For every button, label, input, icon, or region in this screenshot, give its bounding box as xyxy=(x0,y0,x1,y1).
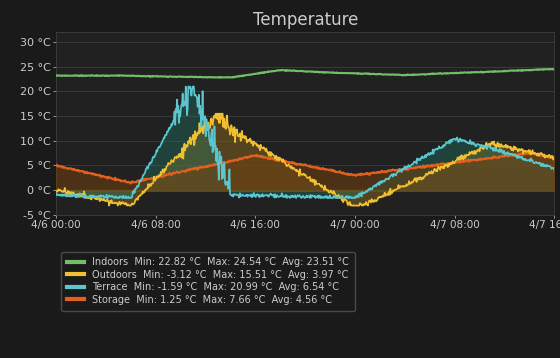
Title: Temperature: Temperature xyxy=(253,11,358,29)
Legend: Indoors  Min: 22.82 °C  Max: 24.54 °C  Avg: 23.51 °C, Outdoors  Min: -3.12 °C  M: Indoors Min: 22.82 °C Max: 24.54 °C Avg:… xyxy=(61,252,354,311)
